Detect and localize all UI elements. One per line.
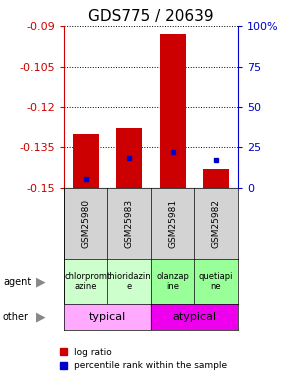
Text: atypical: atypical xyxy=(172,312,216,322)
Text: thioridazin
e: thioridazin e xyxy=(107,272,151,291)
Bar xyxy=(64,304,151,330)
Bar xyxy=(194,259,238,304)
Text: quetiapi
ne: quetiapi ne xyxy=(199,272,233,291)
Text: GSM25983: GSM25983 xyxy=(124,199,134,248)
Bar xyxy=(116,128,142,188)
Bar xyxy=(203,169,229,188)
Bar xyxy=(160,34,186,188)
Bar xyxy=(64,259,107,304)
Text: chlorprom
azine: chlorprom azine xyxy=(64,272,107,291)
Text: GSM25982: GSM25982 xyxy=(211,199,221,248)
Text: ▶: ▶ xyxy=(36,276,46,289)
Legend: log ratio, percentile rank within the sample: log ratio, percentile rank within the sa… xyxy=(60,348,227,370)
Bar xyxy=(151,304,238,330)
Text: olanzap
ine: olanzap ine xyxy=(156,272,189,291)
Bar xyxy=(72,134,99,188)
Text: agent: agent xyxy=(3,278,31,287)
Text: typical: typical xyxy=(89,312,126,322)
Text: GSM25981: GSM25981 xyxy=(168,199,177,248)
Text: GSM25980: GSM25980 xyxy=(81,199,90,248)
Text: other: other xyxy=(3,312,29,322)
Title: GDS775 / 20639: GDS775 / 20639 xyxy=(88,9,214,24)
Text: ▶: ▶ xyxy=(36,310,46,323)
Bar xyxy=(151,259,194,304)
Bar xyxy=(107,259,151,304)
